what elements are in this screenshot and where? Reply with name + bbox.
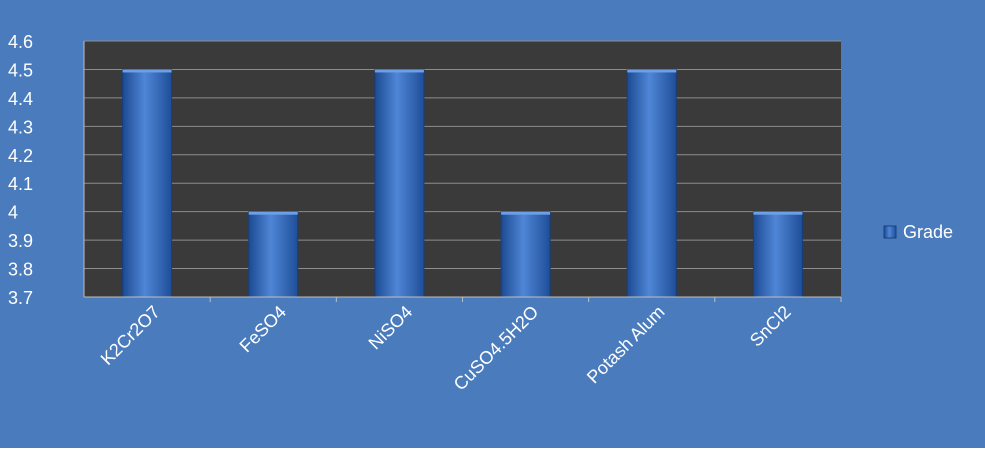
- bar-top-highlight: [753, 211, 803, 215]
- bar-sncl2: [752, 211, 803, 298]
- y-tick-label: 4.2: [8, 146, 33, 166]
- bar-top-highlight: [248, 211, 298, 215]
- legend: Grade: [883, 222, 953, 242]
- y-tick-label: 4.3: [8, 117, 33, 137]
- bar-top-highlight: [627, 69, 677, 73]
- legend-swatch-grade: [883, 225, 897, 239]
- y-tick-label: 4.4: [8, 89, 33, 109]
- y-tick-label: 3.8: [8, 260, 33, 280]
- y-tick-label: 4.5: [8, 60, 33, 80]
- y-tick-label: 3.9: [8, 231, 33, 251]
- legend-label-grade: Grade: [903, 222, 953, 242]
- y-tick-label: 4.6: [8, 32, 33, 52]
- bar-top-highlight: [501, 211, 551, 215]
- bar-niso4: [374, 68, 425, 298]
- y-tick-label: 3.7: [8, 288, 33, 308]
- y-axis: 3.7 3.8 3.9 4 4.1 4.2 4.3 4.4 4.5 4.6: [8, 32, 85, 308]
- gridlines: [84, 40, 841, 298]
- bar-top-highlight: [374, 69, 424, 73]
- bar-potash-alum: [626, 68, 677, 298]
- y-tick-label: 4: [8, 203, 18, 223]
- bars: [122, 68, 803, 298]
- bar-cuso4-5h2o: [500, 211, 551, 298]
- plot-area: [84, 41, 841, 297]
- bar-feso4: [248, 211, 299, 298]
- y-tick-label: 4.1: [8, 174, 33, 194]
- bar-top-highlight: [122, 69, 172, 73]
- bar-k2cr2o7: [122, 68, 173, 298]
